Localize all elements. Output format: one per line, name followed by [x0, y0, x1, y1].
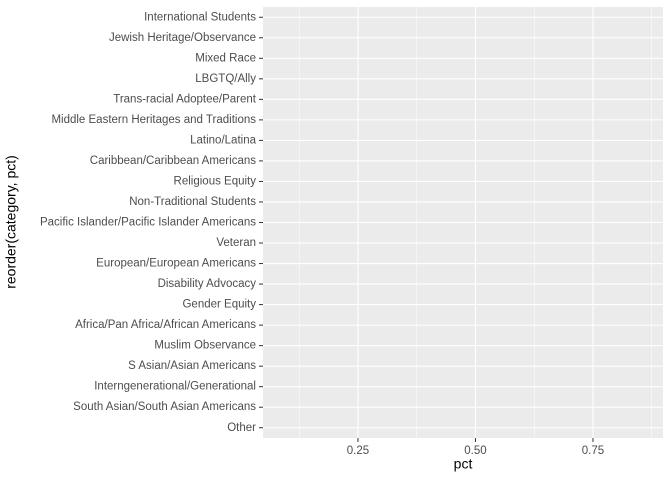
y-tick-label: S Asian/Asian Americans — [128, 360, 256, 372]
y-tick-label: International Students — [144, 11, 256, 23]
x-axis-title: pct — [454, 456, 473, 472]
y-tick-label: Disability Advocacy — [158, 278, 257, 290]
x-tick-label: 0.50 — [464, 445, 486, 457]
y-tick-label: Veteran — [216, 237, 256, 249]
y-tick-label: Non-Traditional Students — [129, 196, 256, 208]
y-tick-label: Caribbean/Caribbean Americans — [90, 155, 256, 167]
y-tick-label: Interngenerational/Generational — [94, 381, 256, 393]
y-tick-label: Africa/Pan Africa/African Americans — [75, 319, 256, 331]
y-tick-label: LBGTQ/Ally — [195, 73, 256, 85]
y-tick-label: Latino/Latina — [190, 134, 256, 146]
y-tick-label: Trans-racial Adoptee/Parent — [113, 93, 257, 105]
y-tick-label: Jewish Heritage/Observance — [109, 32, 256, 44]
y-tick-label: South Asian/South Asian Americans — [73, 401, 256, 413]
y-tick-label: Mixed Race — [195, 52, 256, 64]
y-tick-label: Gender Equity — [182, 299, 256, 311]
y-tick-label: Other — [227, 422, 256, 434]
y-tick-label: European/European Americans — [96, 258, 256, 270]
y-tick-label: Middle Eastern Heritages and Traditions — [51, 114, 256, 126]
y-axis-title: reorder(category, pct) — [3, 155, 19, 289]
x-tick-label: 0.75 — [582, 445, 604, 457]
x-tick-label: 0.25 — [347, 445, 369, 457]
y-tick-label: Pacific Islander/Pacific Islander Americ… — [40, 217, 256, 229]
y-tick-label: Religious Equity — [174, 175, 257, 187]
y-tick-label: Muslim Observance — [154, 340, 256, 352]
